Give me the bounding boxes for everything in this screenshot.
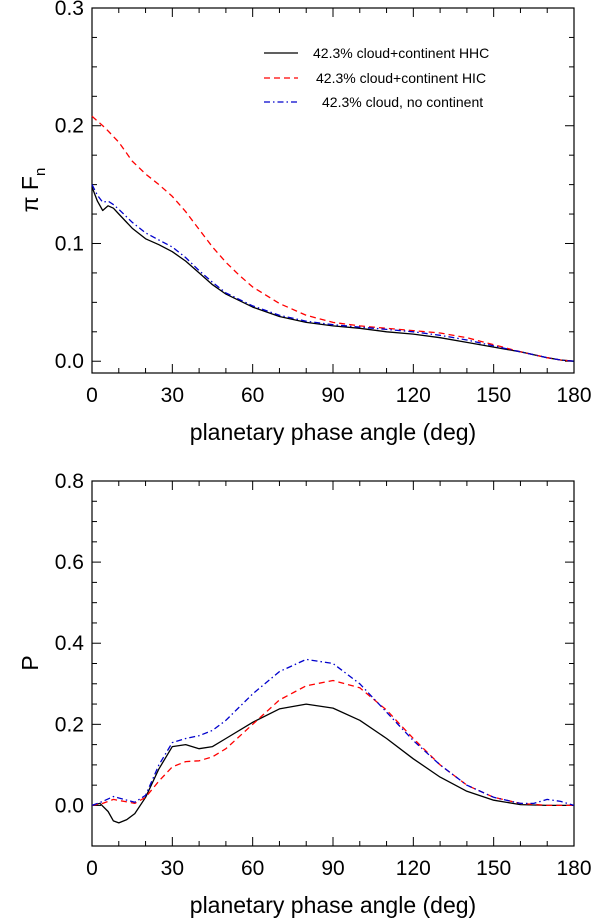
polarization-series: [91, 658, 575, 824]
polarization-y-tick-label: 0.6: [55, 551, 84, 574]
polarization-x-tick-label: 150: [476, 857, 511, 880]
polarization-x-ticks: 0 30 60 90 120 150 180: [86, 481, 592, 880]
polarization-y-tick-label: 0.8: [55, 470, 84, 493]
polarization-plot-frame: [91, 480, 575, 847]
polarization-series-line-0: [91, 703, 574, 824]
legend-entry-hhc: 42.3% cloud+continent HHC: [264, 45, 489, 61]
polarization-y-tick-label: 0.2: [55, 713, 84, 736]
polarization-x-tick-label: 120: [396, 857, 431, 880]
legend-entry-hic: 42.3% cloud+continent HIC: [264, 70, 486, 86]
flux-x-ticks: 0 30 60 90 120 150 180: [86, 8, 592, 407]
flux-x-tick-label: 60: [241, 384, 264, 407]
polarization-y-ticks: 0.0 0.2 0.4 0.6 0.8: [55, 470, 574, 817]
polarization-x-tick-label: 60: [241, 857, 264, 880]
legend-label-hic: 42.3% cloud+continent HIC: [316, 70, 486, 86]
polarization-y-label: P: [17, 655, 43, 670]
flux-series-line-1: [91, 115, 575, 362]
flux-y-label: π Fn: [17, 168, 49, 213]
polarization-x-label: planetary phase angle (deg): [190, 892, 476, 918]
flux-y-tick-label: 0.0: [55, 350, 84, 373]
polarization-x-tick-label: 30: [161, 857, 184, 880]
flux-x-label: planetary phase angle (deg): [190, 419, 476, 445]
flux-x-tick-label: 120: [396, 384, 431, 407]
flux-y-tick-label: 0.1: [55, 232, 84, 255]
flux-x-tick-label: 30: [161, 384, 184, 407]
flux-x-tick-label: 90: [321, 384, 344, 407]
legend: 42.3% cloud+continent HHC 42.3% cloud+co…: [264, 45, 489, 110]
flux-plot-frame: [91, 7, 575, 374]
legend-label-hhc: 42.3% cloud+continent HHC: [313, 45, 489, 61]
flux-y-tick-label: 0.2: [55, 115, 84, 138]
polarization-panel: 0 30 60 90 120 150 180 0.0 0.2 0.4 0.6 0.8 planeta…: [17, 470, 592, 918]
flux-x-tick-label: 180: [556, 384, 591, 407]
flux-series-line-2: [91, 184, 575, 362]
flux-x-tick-label: 150: [476, 384, 511, 407]
flux-panel: 0 30 60 90 120 150 180 0.0 0.1 0.2 0.3 planetary …: [17, 0, 592, 445]
polarization-x-tick-label: 90: [321, 857, 344, 880]
polarization-series-line-2: [91, 658, 575, 807]
polarization-x-tick-label: 180: [556, 857, 591, 880]
polarization-y-tick-label: 0.0: [55, 794, 84, 817]
flux-y-tick-label: 0.3: [55, 0, 84, 20]
flux-series-line-0: [91, 186, 575, 362]
legend-label-no-continent: 42.3% cloud, no continent: [322, 94, 483, 110]
flux-x-tick-label: 0: [86, 384, 98, 407]
legend-entry-no-continent: 42.3% cloud, no continent: [264, 94, 483, 110]
polarization-x-tick-label: 0: [86, 857, 98, 880]
flux-series: [91, 115, 575, 362]
polarization-y-tick-label: 0.4: [55, 632, 85, 655]
flux-y-ticks: 0.0 0.1 0.2 0.3: [55, 0, 574, 373]
polarization-series-line-1: [91, 679, 574, 807]
